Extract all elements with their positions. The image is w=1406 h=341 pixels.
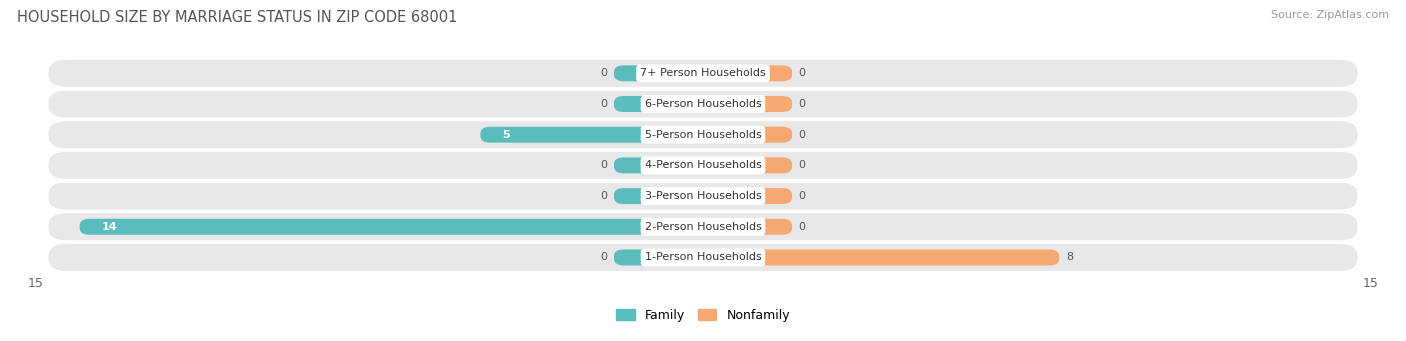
FancyBboxPatch shape [703,127,792,143]
Text: 0: 0 [799,160,806,170]
FancyBboxPatch shape [703,188,792,204]
Text: 0: 0 [799,222,806,232]
Text: 0: 0 [799,130,806,140]
Text: 1-Person Households: 1-Person Households [644,252,762,263]
FancyBboxPatch shape [49,152,1357,179]
FancyBboxPatch shape [49,213,1357,240]
Text: 0: 0 [799,68,806,78]
FancyBboxPatch shape [49,244,1357,271]
FancyBboxPatch shape [80,219,703,235]
FancyBboxPatch shape [49,60,1357,87]
Text: 14: 14 [101,222,118,232]
Text: 5-Person Households: 5-Person Households [644,130,762,140]
FancyBboxPatch shape [614,96,703,112]
Text: 0: 0 [600,191,607,201]
FancyBboxPatch shape [481,127,703,143]
FancyBboxPatch shape [614,250,703,265]
FancyBboxPatch shape [49,90,1357,118]
FancyBboxPatch shape [703,158,792,173]
Text: 3-Person Households: 3-Person Households [644,191,762,201]
FancyBboxPatch shape [49,121,1357,148]
Text: 4-Person Households: 4-Person Households [644,160,762,170]
FancyBboxPatch shape [614,188,703,204]
Text: 0: 0 [600,68,607,78]
Text: 7+ Person Households: 7+ Person Households [640,68,766,78]
Text: HOUSEHOLD SIZE BY MARRIAGE STATUS IN ZIP CODE 68001: HOUSEHOLD SIZE BY MARRIAGE STATUS IN ZIP… [17,10,457,25]
Text: 0: 0 [600,252,607,263]
FancyBboxPatch shape [614,158,703,173]
Text: 0: 0 [600,99,607,109]
Text: 0: 0 [799,99,806,109]
FancyBboxPatch shape [614,65,703,81]
Text: 0: 0 [799,191,806,201]
FancyBboxPatch shape [703,250,1059,265]
Text: 0: 0 [600,160,607,170]
FancyBboxPatch shape [703,96,792,112]
FancyBboxPatch shape [703,65,792,81]
FancyBboxPatch shape [703,219,792,235]
FancyBboxPatch shape [49,182,1357,210]
Text: 5: 5 [503,130,510,140]
Text: 6-Person Households: 6-Person Households [644,99,762,109]
Legend: Family, Nonfamily: Family, Nonfamily [612,304,794,327]
Text: 8: 8 [1066,252,1073,263]
Text: 2-Person Households: 2-Person Households [644,222,762,232]
Text: Source: ZipAtlas.com: Source: ZipAtlas.com [1271,10,1389,20]
